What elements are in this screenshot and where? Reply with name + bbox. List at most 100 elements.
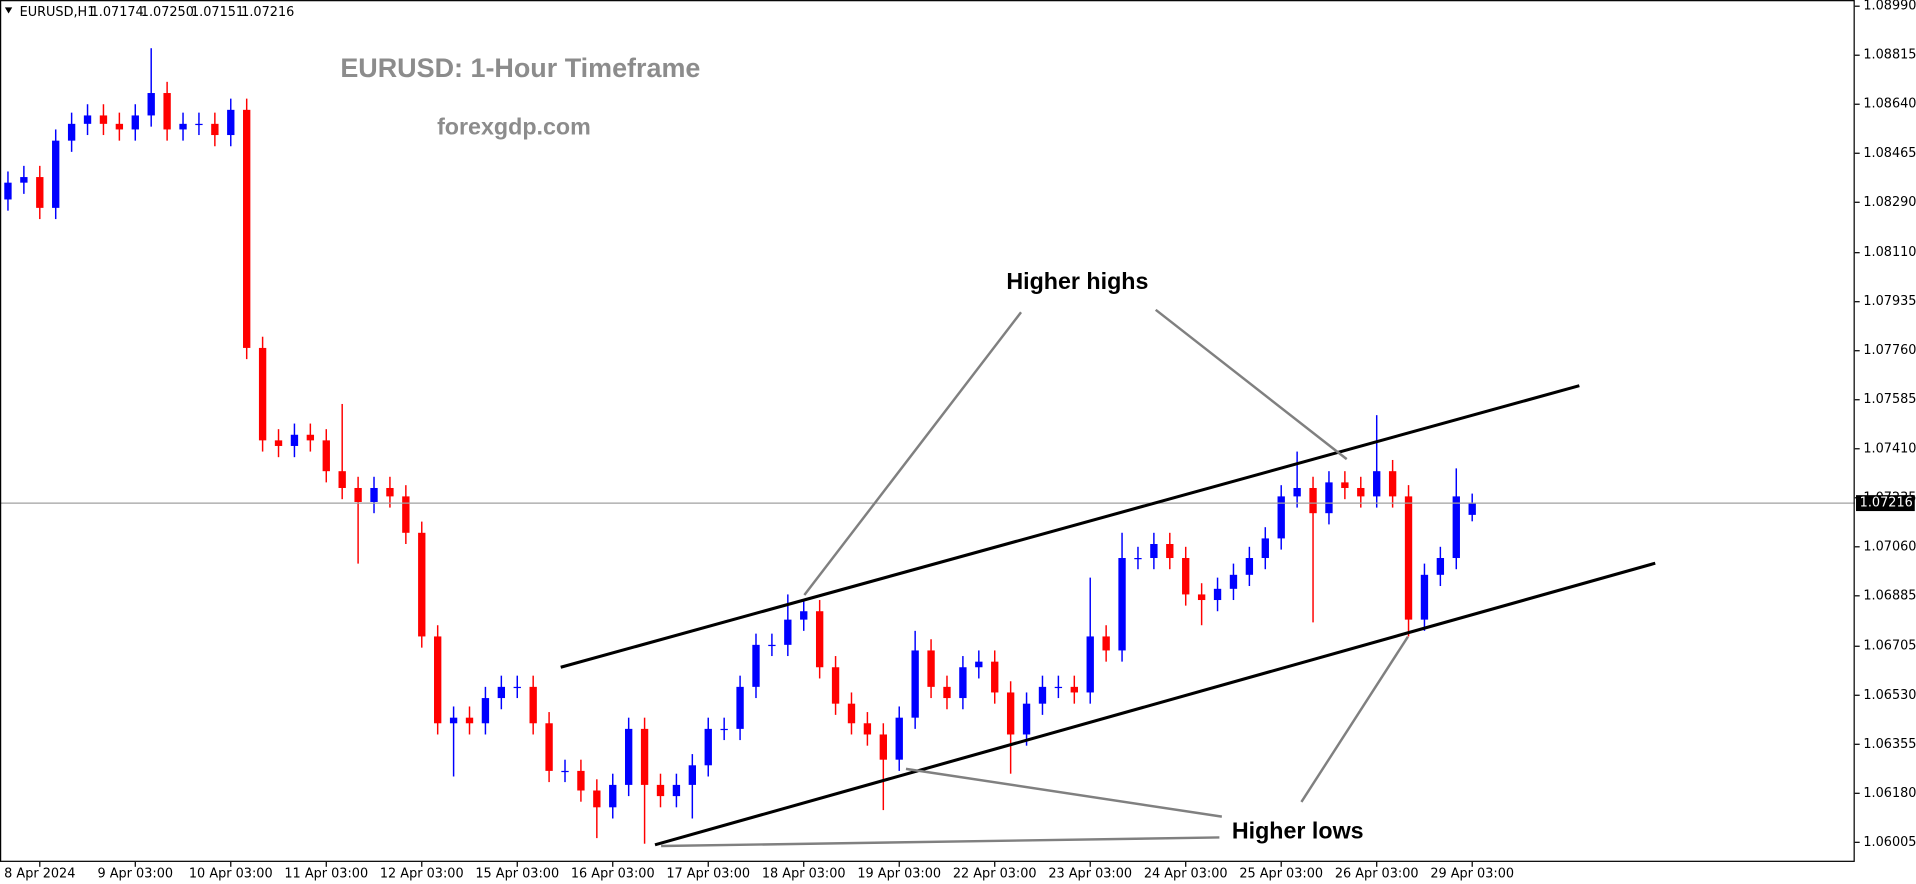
candle-body <box>1213 588 1222 601</box>
x-tick-label: 16 Apr 03:00 <box>571 867 655 882</box>
price-tag-label: 1.07216 <box>1860 496 1913 511</box>
x-tick-label: 9 Apr 03:00 <box>97 867 173 882</box>
y-tick-label: 1.08290 <box>1863 195 1916 210</box>
candle-body <box>481 698 490 724</box>
candle-body <box>688 765 697 785</box>
candle-body <box>577 770 585 791</box>
channel-upper <box>560 384 1580 669</box>
candle-body <box>1468 503 1476 515</box>
y-tick-label: 1.06705 <box>1863 639 1916 654</box>
ohlc-open: 1.07174 <box>91 5 144 20</box>
candle-body <box>497 686 506 699</box>
ohlc-low: 1.07151 <box>191 5 244 20</box>
pointer-line <box>1300 635 1409 803</box>
ohlc-close: 1.07216 <box>241 5 294 20</box>
candle-body <box>529 686 537 724</box>
x-tick-label: 10 Apr 03:00 <box>189 867 273 882</box>
y-tick-label: 1.06885 <box>1863 588 1916 603</box>
candle-body <box>1229 574 1238 589</box>
candle-body <box>83 115 92 124</box>
candle-body <box>879 734 887 760</box>
candle-body <box>465 717 474 724</box>
candle-body <box>1373 471 1381 497</box>
candle-body <box>927 650 935 687</box>
y-tick-label: 1.06530 <box>1863 688 1916 703</box>
candle-body <box>752 644 760 687</box>
x-tick-label: 24 Apr 03:00 <box>1144 867 1228 882</box>
y-tick-label: 1.06005 <box>1863 835 1916 850</box>
candle-body <box>640 728 649 785</box>
candle-body <box>1309 487 1317 514</box>
y-tick-label: 1.07060 <box>1863 539 1916 554</box>
chart-title: EURUSD: 1-Hour Timeframe <box>340 53 700 83</box>
candle-body <box>274 440 283 446</box>
x-tick-label: 11 Apr 03:00 <box>284 867 368 882</box>
candle-body <box>1420 574 1429 620</box>
pointer-line <box>661 836 1220 848</box>
candle-body <box>1357 487 1365 497</box>
candle-body <box>402 496 410 533</box>
y-tick-label: 1.08815 <box>1863 48 1916 63</box>
candle-body <box>434 636 442 724</box>
candle-body <box>863 723 872 735</box>
ohlc-high: 1.07250 <box>141 5 194 20</box>
candle-body <box>1150 544 1158 559</box>
y-tick-label: 1.08640 <box>1863 97 1916 112</box>
pointer-line <box>1154 308 1348 461</box>
candle-body <box>1006 692 1015 735</box>
y-tick-label: 1.08465 <box>1863 146 1916 161</box>
menu-icon[interactable] <box>4 7 13 14</box>
candle-body <box>1277 496 1285 539</box>
candle-body <box>959 667 967 699</box>
candle-body <box>1436 558 1445 575</box>
candle-body <box>99 115 108 124</box>
candle-body <box>736 686 744 729</box>
candle-body <box>1452 496 1460 559</box>
candle-body <box>1182 558 1190 595</box>
candle-body <box>656 784 665 797</box>
y-tick-label: 1.06180 <box>1863 786 1916 801</box>
candle-body <box>227 109 235 136</box>
symbol-label: EURUSD,H1 <box>20 5 96 20</box>
candle-body <box>115 123 124 130</box>
candle-body <box>1404 496 1413 620</box>
candle-body <box>800 611 808 620</box>
x-tick-label: 29 Apr 03:00 <box>1430 867 1514 882</box>
candle-body <box>513 686 521 689</box>
candle-body <box>322 440 330 472</box>
candle-body <box>1197 594 1206 601</box>
candle-body <box>561 770 569 773</box>
y-tick-label: 1.08990 <box>1863 0 1916 14</box>
y-tick-label: 1.08110 <box>1863 245 1916 260</box>
candle-body <box>290 434 299 446</box>
price-tag <box>1856 495 1915 512</box>
candle-body <box>131 115 139 130</box>
x-tick-label: 22 Apr 03:00 <box>953 867 1037 882</box>
candle-body <box>1038 686 1047 704</box>
candle-body <box>1134 558 1142 560</box>
candle-body <box>449 717 458 724</box>
candle-body <box>1054 686 1063 689</box>
candle-body <box>243 109 251 348</box>
y-tick-label: 1.06355 <box>1863 737 1916 752</box>
candle-body <box>609 784 617 808</box>
candle-body <box>720 728 728 731</box>
pointer-line <box>905 767 1223 818</box>
candle-body <box>1341 482 1349 488</box>
candle-body <box>258 347 267 441</box>
candle-body <box>4 182 12 200</box>
x-tick-label: 23 Apr 03:00 <box>1048 867 1132 882</box>
candle-body <box>831 667 840 704</box>
candle-body <box>991 661 999 693</box>
candle-body <box>163 93 171 130</box>
pointer-line <box>803 311 1023 596</box>
channel-lower <box>654 561 1656 847</box>
candle-body <box>943 686 951 699</box>
y-tick-label: 1.07410 <box>1863 441 1916 456</box>
candle-body <box>1293 487 1301 497</box>
x-tick-label: 15 Apr 03:00 <box>475 867 559 882</box>
candle-body <box>1086 636 1094 693</box>
